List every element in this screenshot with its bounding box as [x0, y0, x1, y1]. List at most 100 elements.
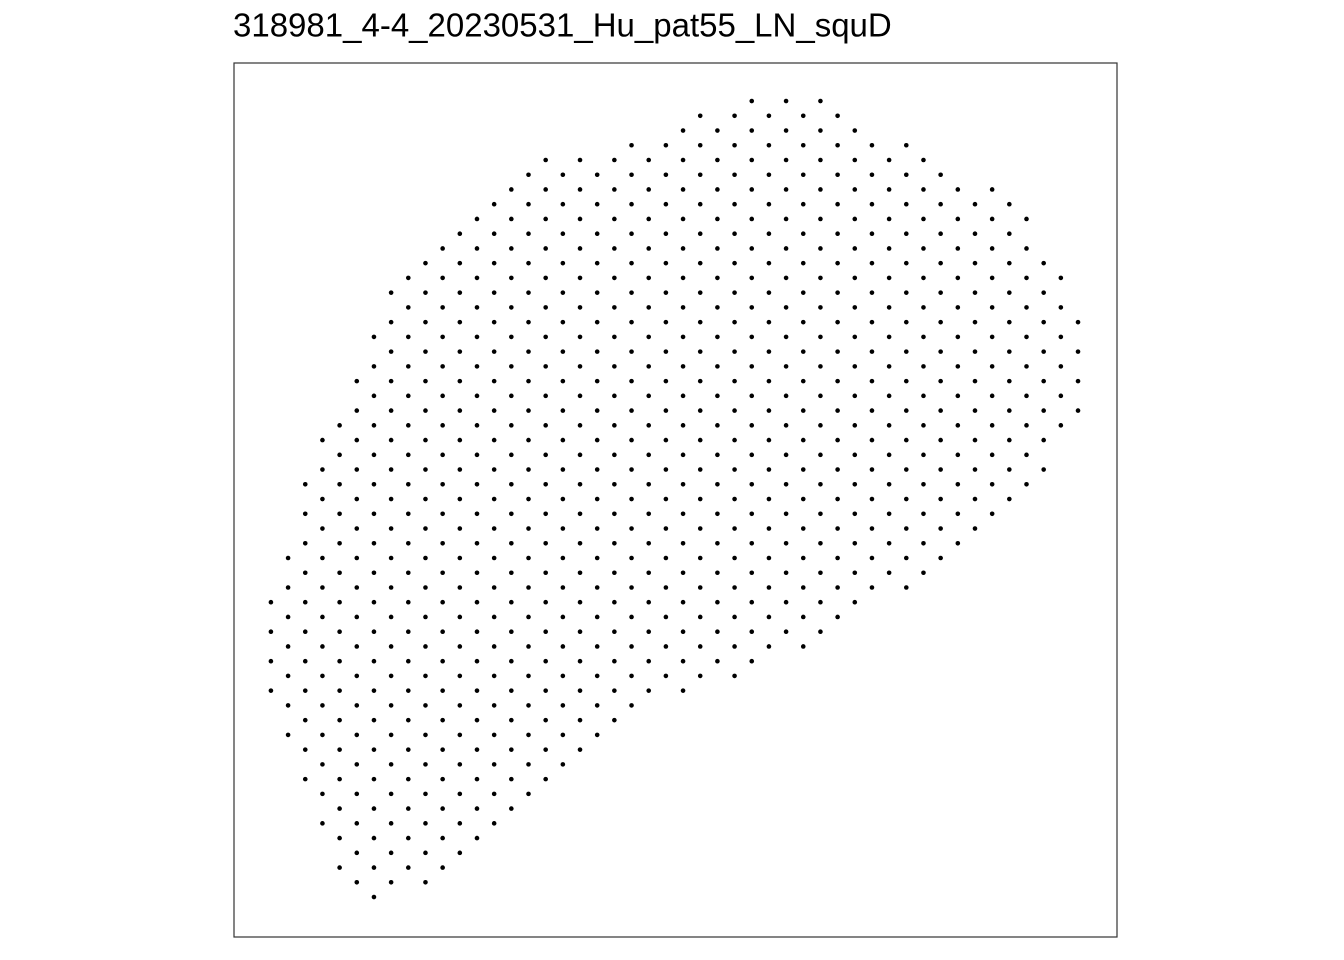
spot — [955, 187, 961, 192]
spot — [680, 393, 686, 399]
spot — [629, 349, 634, 354]
spot — [320, 732, 325, 738]
spot — [543, 747, 548, 752]
spot — [337, 806, 342, 811]
spot — [354, 467, 360, 472]
spot — [989, 334, 995, 340]
spot — [491, 703, 497, 708]
spot — [972, 260, 978, 266]
spot — [474, 305, 480, 310]
spot — [474, 629, 480, 635]
spot — [715, 393, 720, 399]
spot — [766, 319, 772, 325]
spot — [903, 526, 909, 531]
spot — [783, 570, 789, 576]
spot — [783, 599, 789, 605]
spot — [800, 290, 806, 295]
spot — [715, 540, 720, 546]
spot — [869, 467, 875, 472]
spot — [543, 187, 548, 192]
spot — [491, 290, 497, 295]
spot — [818, 452, 823, 458]
spot — [543, 599, 548, 605]
spot — [491, 467, 497, 472]
spot — [663, 142, 669, 148]
spot — [509, 364, 514, 369]
spot — [938, 408, 943, 413]
spot — [749, 246, 755, 251]
spot — [886, 305, 892, 310]
spot — [474, 246, 480, 251]
spot — [646, 511, 652, 517]
spot — [938, 496, 943, 502]
spot — [474, 275, 480, 281]
spot — [405, 658, 411, 664]
spot — [680, 157, 686, 163]
spot — [646, 216, 652, 222]
spot — [526, 349, 531, 354]
spot — [663, 614, 669, 620]
spot — [354, 703, 360, 708]
spot — [474, 658, 480, 664]
spot — [612, 658, 617, 664]
spot — [577, 275, 583, 281]
spot — [526, 496, 531, 502]
spot — [835, 172, 840, 178]
spot — [732, 290, 737, 295]
spot — [715, 275, 720, 281]
spot — [543, 570, 548, 576]
spot — [371, 629, 377, 635]
spot — [440, 393, 445, 399]
spot — [646, 187, 652, 192]
spot — [680, 305, 686, 310]
spot — [388, 526, 394, 531]
spot — [612, 717, 617, 723]
spot — [491, 762, 497, 767]
spot — [526, 467, 531, 472]
spot — [474, 334, 480, 340]
spot — [457, 703, 463, 708]
spot — [612, 305, 617, 310]
spot — [320, 673, 325, 679]
spot — [835, 526, 840, 531]
spot — [354, 880, 360, 885]
spot — [697, 585, 703, 590]
spot — [543, 658, 548, 664]
spot — [921, 482, 926, 487]
spot — [903, 231, 909, 237]
spot — [766, 526, 772, 531]
spot — [938, 526, 943, 531]
spot — [1058, 305, 1064, 310]
spot — [818, 540, 823, 546]
spot — [268, 658, 274, 664]
spot — [921, 187, 926, 192]
spot — [697, 408, 703, 413]
spot — [320, 467, 325, 472]
spot — [388, 555, 394, 561]
spot — [697, 172, 703, 178]
spot — [715, 246, 720, 251]
spot — [955, 452, 961, 458]
spot — [886, 540, 892, 546]
spot — [629, 172, 634, 178]
spot — [1058, 275, 1064, 281]
spot — [302, 482, 308, 487]
spot — [783, 305, 789, 310]
spot — [526, 378, 531, 384]
spot — [800, 260, 806, 266]
spot — [526, 703, 531, 708]
spot — [852, 570, 858, 576]
spot — [903, 408, 909, 413]
spot — [354, 378, 360, 384]
spot — [371, 482, 377, 487]
spot — [680, 482, 686, 487]
spot — [457, 644, 463, 649]
spot — [526, 614, 531, 620]
spot — [474, 393, 480, 399]
spot — [835, 260, 840, 266]
spot — [800, 231, 806, 237]
spot — [612, 540, 617, 546]
spot — [405, 835, 411, 841]
spot — [680, 629, 686, 635]
spot — [457, 821, 463, 826]
